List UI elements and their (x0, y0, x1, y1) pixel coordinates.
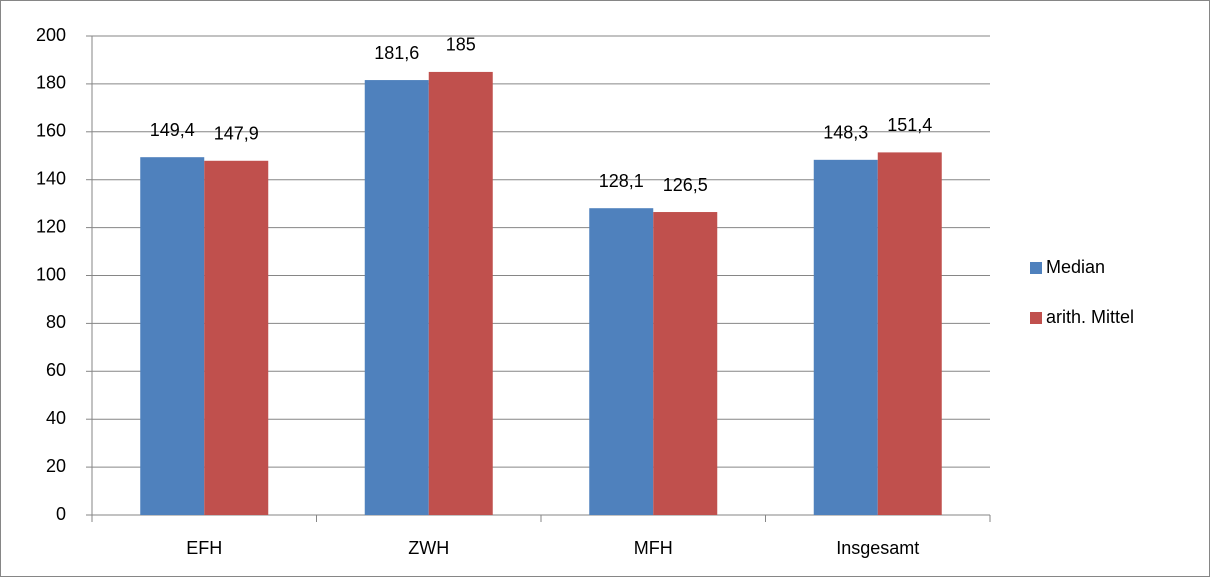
bar (140, 157, 205, 515)
bar (204, 160, 269, 516)
x-tick-label: EFH (186, 538, 222, 558)
y-tick-label: 100 (36, 264, 66, 284)
y-tick-label: 140 (36, 168, 66, 188)
value-label: 185 (446, 35, 476, 55)
value-label: 128,1 (599, 171, 644, 191)
value-label: 126,5 (663, 175, 708, 195)
value-label: 147,9 (214, 124, 259, 144)
x-tick-label: ZWH (408, 538, 449, 558)
value-label: 149,4 (150, 120, 195, 140)
bar (428, 71, 493, 516)
y-tick-label: 20 (46, 456, 66, 476)
bar (589, 208, 654, 515)
bar (653, 212, 718, 515)
bar (813, 159, 878, 515)
x-tick-label: Insgesamt (836, 538, 919, 558)
value-label: 181,6 (374, 43, 419, 63)
value-label: 151,4 (887, 115, 932, 135)
legend-swatch (1030, 262, 1042, 274)
value-label: 148,3 (823, 123, 868, 143)
legend-label: arith. Mittel (1046, 307, 1134, 327)
y-tick-label: 60 (46, 360, 66, 380)
legend-swatch (1030, 312, 1042, 324)
bar (877, 152, 942, 515)
bar (364, 80, 429, 516)
y-tick-label: 160 (36, 121, 66, 141)
y-tick-label: 0 (56, 504, 66, 524)
legend-label: Median (1046, 257, 1105, 277)
y-tick-label: 40 (46, 408, 66, 428)
x-tick-label: MFH (634, 538, 673, 558)
y-tick-label: 80 (46, 312, 66, 332)
y-tick-label: 120 (36, 216, 66, 236)
y-tick-label: 180 (36, 73, 66, 93)
y-tick-label: 200 (36, 25, 66, 45)
